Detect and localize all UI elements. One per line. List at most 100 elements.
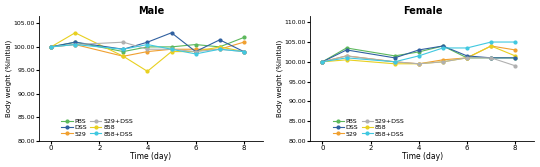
858+DSS <box>120 48 126 50</box>
PBS <box>392 55 398 57</box>
Line: PBS: PBS <box>50 36 245 53</box>
529+DSS <box>72 44 78 46</box>
Line: 529+DSS: 529+DSS <box>50 41 245 53</box>
858+DSS <box>343 57 350 59</box>
529 <box>440 59 446 61</box>
529+DSS <box>488 57 494 59</box>
DSS <box>72 41 78 43</box>
PBS <box>488 57 494 59</box>
529 <box>512 49 518 51</box>
Line: 858: 858 <box>321 45 517 65</box>
Line: 858: 858 <box>50 31 245 73</box>
858 <box>512 55 518 57</box>
858+DSS <box>192 53 199 55</box>
DSS <box>319 61 326 63</box>
Title: Male: Male <box>138 6 164 16</box>
PBS <box>240 36 247 38</box>
529+DSS <box>416 63 422 65</box>
529+DSS <box>392 61 398 63</box>
Line: 529: 529 <box>321 45 517 65</box>
DSS <box>416 49 422 51</box>
529 <box>48 46 55 48</box>
858 <box>319 61 326 63</box>
529 <box>464 57 470 59</box>
529 <box>217 48 223 50</box>
529 <box>240 41 247 43</box>
PBS <box>343 47 350 49</box>
PBS <box>144 46 151 48</box>
PBS <box>72 41 78 43</box>
DSS <box>120 48 126 50</box>
DSS <box>48 46 55 48</box>
858+DSS <box>488 41 494 43</box>
858 <box>217 46 223 48</box>
529+DSS <box>144 48 151 50</box>
PBS <box>48 46 55 48</box>
Line: 858+DSS: 858+DSS <box>50 43 245 55</box>
529+DSS <box>464 57 470 59</box>
858+DSS <box>217 48 223 50</box>
858 <box>440 61 446 63</box>
858 <box>392 63 398 65</box>
Legend: PBS, DSS, 529, 529+DSS, 858, 858+DSS: PBS, DSS, 529, 529+DSS, 858, 858+DSS <box>332 117 406 138</box>
858 <box>488 45 494 47</box>
529 <box>488 45 494 47</box>
529 <box>192 48 199 50</box>
PBS <box>168 46 175 48</box>
529 <box>168 48 175 50</box>
858+DSS <box>392 61 398 63</box>
858+DSS <box>416 55 422 57</box>
DSS <box>192 51 199 53</box>
DSS <box>240 51 247 53</box>
529 <box>416 63 422 65</box>
Line: DSS: DSS <box>50 31 245 53</box>
529 <box>72 44 78 46</box>
X-axis label: Time (day): Time (day) <box>131 152 172 161</box>
Line: DSS: DSS <box>321 45 517 63</box>
529 <box>120 55 126 57</box>
PBS <box>440 45 446 47</box>
Line: 858+DSS: 858+DSS <box>321 41 517 63</box>
858 <box>48 46 55 48</box>
858 <box>416 63 422 65</box>
858+DSS <box>240 51 247 53</box>
858+DSS <box>440 47 446 49</box>
DSS <box>488 57 494 59</box>
Y-axis label: Body weight (%initial): Body weight (%initial) <box>5 40 12 117</box>
DSS <box>392 57 398 59</box>
X-axis label: Time (day): Time (day) <box>402 152 443 161</box>
529+DSS <box>240 51 247 53</box>
858 <box>144 70 151 72</box>
858+DSS <box>48 46 55 48</box>
858+DSS <box>464 47 470 49</box>
PBS <box>512 57 518 59</box>
529 <box>144 51 151 53</box>
858+DSS <box>72 44 78 46</box>
529 <box>343 55 350 57</box>
858 <box>343 59 350 61</box>
Y-axis label: Body weight (%initial): Body weight (%initial) <box>277 40 284 117</box>
858+DSS <box>512 41 518 43</box>
529+DSS <box>192 51 199 53</box>
PBS <box>464 57 470 59</box>
858+DSS <box>144 44 151 46</box>
858 <box>464 57 470 59</box>
DSS <box>440 45 446 47</box>
Line: 529: 529 <box>50 41 245 58</box>
858+DSS <box>319 61 326 63</box>
529+DSS <box>217 48 223 50</box>
529+DSS <box>319 61 326 63</box>
DSS <box>168 32 175 34</box>
529+DSS <box>440 61 446 63</box>
DSS <box>144 41 151 43</box>
PBS <box>319 61 326 63</box>
Title: Female: Female <box>403 6 442 16</box>
PBS <box>416 51 422 53</box>
858+DSS <box>168 48 175 50</box>
Legend: PBS, DSS, 529, 529+DSS, 858, 858+DSS: PBS, DSS, 529, 529+DSS, 858, 858+DSS <box>60 117 134 138</box>
Line: 529+DSS: 529+DSS <box>321 54 517 67</box>
529+DSS <box>48 46 55 48</box>
858 <box>168 51 175 53</box>
DSS <box>464 55 470 57</box>
529+DSS <box>512 65 518 67</box>
